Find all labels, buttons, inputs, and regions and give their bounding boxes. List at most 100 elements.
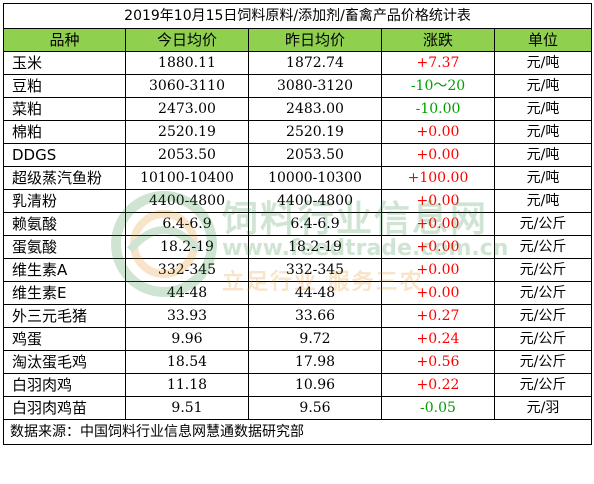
table-row: 菜粕 2473.00 2483.00 -10.00 元/吨 <box>3 97 593 121</box>
table-row: 鸡蛋 9.96 9.72 +0.24 元/公斤 <box>3 327 593 351</box>
variety-cell: 维生素E <box>3 281 126 305</box>
today-price-cell: 33.93 <box>125 304 249 328</box>
data-source-note: 数据来源：中国饲料行业信息网慧通数据研究部 <box>2 419 593 445</box>
today-price-cell: 6.4-6.9 <box>125 212 249 236</box>
unit-cell: 元/吨 <box>493 51 593 75</box>
table-row: 白羽肉鸡 11.18 10.96 +0.22 元/公斤 <box>3 373 593 397</box>
header-change: 涨跌 <box>381 28 495 52</box>
table-row: 外三元毛猪 33.93 33.66 +0.27 元/公斤 <box>3 304 593 328</box>
change-cell: +0.56 <box>381 350 495 374</box>
table-row: 维生素A 332-345 332-345 +0.00 元/公斤 <box>3 258 593 282</box>
change-cell: +0.00 <box>381 143 495 167</box>
today-price-cell: 3060-3110 <box>125 74 249 98</box>
change-cell: +0.00 <box>381 258 495 282</box>
variety-cell: 白羽肉鸡 <box>3 373 126 397</box>
table-row: 白羽肉鸡苗 9.51 9.56 -0.05 元/羽 <box>3 396 593 420</box>
table-row: DDGS 2053.50 2053.50 +0.00 元/吨 <box>3 143 593 167</box>
today-price-cell: 11.18 <box>125 373 249 397</box>
table-row: 蛋氨酸 18.2-19 18.2-19 +0.00 元/公斤 <box>3 235 593 259</box>
variety-cell: 菜粕 <box>3 97 126 121</box>
table-row: 玉米 1880.11 1872.74 +7.37 元/吨 <box>3 51 593 75</box>
today-price-cell: 4400-4800 <box>125 189 249 213</box>
unit-cell: 元/吨 <box>493 74 593 98</box>
variety-cell: 赖氨酸 <box>3 212 126 236</box>
yesterday-price-cell: 18.2-19 <box>248 235 382 259</box>
yesterday-price-cell: 10000-10300 <box>248 166 382 190</box>
yesterday-price-cell: 6.4-6.9 <box>248 212 382 236</box>
footer-row: 数据来源：中国饲料行业信息网慧通数据研究部 <box>2 419 593 445</box>
variety-cell: DDGS <box>3 143 126 167</box>
yesterday-price-cell: 33.66 <box>248 304 382 328</box>
price-table: 2019年10月15日饲料原料/添加剂/畜禽产品价格统计表 品种 今日均价 昨日… <box>2 3 593 445</box>
today-price-cell: 2473.00 <box>125 97 249 121</box>
variety-cell: 豆粕 <box>3 74 126 98</box>
change-cell: +0.00 <box>381 235 495 259</box>
unit-cell: 元/羽 <box>493 396 593 420</box>
variety-cell: 维生素A <box>3 258 126 282</box>
change-cell: +100.00 <box>381 166 495 190</box>
yesterday-price-cell: 3080-3120 <box>248 74 382 98</box>
yesterday-price-cell: 332-345 <box>248 258 382 282</box>
today-price-cell: 18.54 <box>125 350 249 374</box>
today-price-cell: 9.96 <box>125 327 249 351</box>
yesterday-price-cell: 9.56 <box>248 396 382 420</box>
change-cell: -10.00 <box>381 97 495 121</box>
today-price-cell: 10100-10400 <box>125 166 249 190</box>
variety-cell: 乳清粉 <box>3 189 126 213</box>
table-row: 超级蒸汽鱼粉 10100-10400 10000-10300 +100.00 元/吨 <box>3 166 593 190</box>
today-price-cell: 18.2-19 <box>125 235 249 259</box>
yesterday-price-cell: 2483.00 <box>248 97 382 121</box>
yesterday-price-cell: 2520.19 <box>248 120 382 144</box>
unit-cell: 元/吨 <box>493 166 593 190</box>
today-price-cell: 44-48 <box>125 281 249 305</box>
unit-cell: 元/公斤 <box>493 350 593 374</box>
price-table-container: 2019年10月15日饲料原料/添加剂/畜禽产品价格统计表 品种 今日均价 昨日… <box>2 3 593 445</box>
yesterday-price-cell: 17.98 <box>248 350 382 374</box>
header-yesterday-price: 昨日均价 <box>248 28 382 52</box>
variety-cell: 鸡蛋 <box>3 327 126 351</box>
change-cell: -10～20 <box>381 74 495 98</box>
variety-cell: 白羽肉鸡苗 <box>3 396 126 420</box>
change-cell: +0.00 <box>381 281 495 305</box>
header-variety: 品种 <box>3 28 126 52</box>
today-price-cell: 332-345 <box>125 258 249 282</box>
table-row: 维生素E 44-48 44-48 +0.00 元/公斤 <box>3 281 593 305</box>
variety-cell: 蛋氨酸 <box>3 235 126 259</box>
unit-cell: 元/公斤 <box>493 304 593 328</box>
unit-cell: 元/公斤 <box>493 235 593 259</box>
today-price-cell: 2053.50 <box>125 143 249 167</box>
unit-cell: 元/公斤 <box>493 212 593 236</box>
yesterday-price-cell: 44-48 <box>248 281 382 305</box>
table-row: 豆粕 3060-3110 3080-3120 -10～20 元/吨 <box>3 74 593 98</box>
change-cell: +0.00 <box>381 120 495 144</box>
table-row: 棉粕 2520.19 2520.19 +0.00 元/吨 <box>3 120 593 144</box>
variety-cell: 外三元毛猪 <box>3 304 126 328</box>
variety-cell: 淘汰蛋毛鸡 <box>3 350 126 374</box>
table-row: 乳清粉 4400-4800 4400-4800 +0.00 元/吨 <box>3 189 593 213</box>
variety-cell: 棉粕 <box>3 120 126 144</box>
yesterday-price-cell: 9.72 <box>248 327 382 351</box>
variety-cell: 玉米 <box>3 51 126 75</box>
table-title-row: 2019年10月15日饲料原料/添加剂/畜禽产品价格统计表 <box>2 3 593 29</box>
unit-cell: 元/公斤 <box>493 281 593 305</box>
change-cell: +0.00 <box>381 212 495 236</box>
unit-cell: 元/吨 <box>493 97 593 121</box>
yesterday-price-cell: 2053.50 <box>248 143 382 167</box>
unit-cell: 元/吨 <box>493 143 593 167</box>
unit-cell: 元/吨 <box>493 189 593 213</box>
unit-cell: 元/吨 <box>493 120 593 144</box>
yesterday-price-cell: 10.96 <box>248 373 382 397</box>
change-cell: +0.00 <box>381 189 495 213</box>
unit-cell: 元/公斤 <box>493 373 593 397</box>
table-row: 赖氨酸 6.4-6.9 6.4-6.9 +0.00 元/公斤 <box>3 212 593 236</box>
table-row: 淘汰蛋毛鸡 18.54 17.98 +0.56 元/公斤 <box>3 350 593 374</box>
change-cell: +0.22 <box>381 373 495 397</box>
header-unit: 单位 <box>493 28 593 52</box>
today-price-cell: 9.51 <box>125 396 249 420</box>
table-title: 2019年10月15日饲料原料/添加剂/畜禽产品价格统计表 <box>2 3 593 29</box>
header-today-price: 今日均价 <box>125 28 249 52</box>
change-cell: -0.05 <box>381 396 495 420</box>
yesterday-price-cell: 1872.74 <box>248 51 382 75</box>
unit-cell: 元/公斤 <box>493 327 593 351</box>
unit-cell: 元/公斤 <box>493 258 593 282</box>
